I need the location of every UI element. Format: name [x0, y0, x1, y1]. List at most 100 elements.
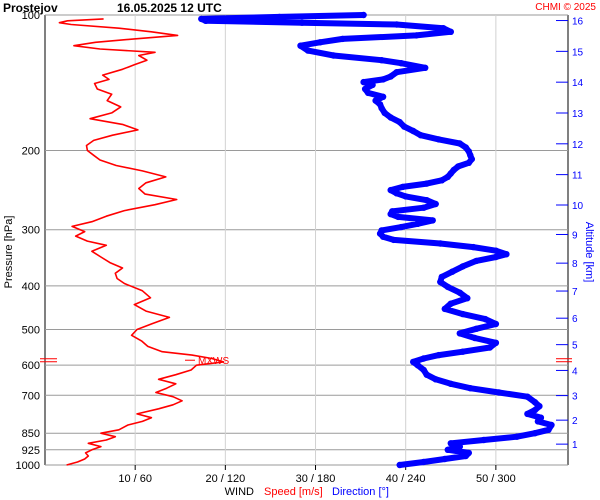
- station-name: Prostejov: [3, 1, 58, 15]
- direction-point: [548, 421, 555, 429]
- direction-point: [413, 32, 420, 39]
- pressure-tick-label: 100: [22, 10, 40, 22]
- pressure-tick-label: 1000: [16, 460, 40, 472]
- direction-point: [393, 69, 400, 76]
- altitude-tick-label: 13: [572, 109, 584, 120]
- speed-legend-label: Speed [m/s]: [264, 486, 323, 498]
- direction-point: [389, 208, 396, 215]
- direction-point: [399, 183, 406, 191]
- direction-point: [444, 446, 451, 453]
- direction-point: [378, 227, 385, 234]
- direction-point: [524, 393, 531, 400]
- x-tick-label: 40 / 240: [386, 473, 426, 485]
- pressure-tick-label: 300: [22, 225, 40, 237]
- direction-point: [398, 223, 405, 231]
- direction-point: [545, 426, 552, 433]
- direction-point: [378, 57, 385, 64]
- altitude-tick-label: 8: [572, 259, 578, 270]
- direction-point: [387, 114, 394, 121]
- direction-point: [459, 263, 466, 270]
- direction-point: [503, 251, 510, 258]
- direction-point: [420, 366, 427, 374]
- direction-point: [198, 15, 205, 23]
- direction-point: [361, 85, 369, 93]
- direction-point: [401, 123, 408, 130]
- direction-point: [456, 140, 463, 147]
- direction-point: [537, 414, 545, 421]
- direction-point: [531, 399, 539, 406]
- direction-point: [435, 136, 442, 143]
- altitude-tick-label: 7: [572, 287, 578, 298]
- direction-point: [531, 406, 539, 414]
- direction-point: [402, 193, 409, 200]
- direction-point: [444, 283, 451, 291]
- x-tick-label: 50 / 300: [476, 473, 516, 485]
- direction-point: [396, 461, 403, 469]
- direction-point: [473, 257, 480, 265]
- pressure-tick-label: 925: [22, 445, 40, 457]
- direction-point: [360, 11, 367, 19]
- direction-point: [376, 101, 384, 108]
- direction-point: [524, 410, 531, 418]
- altitude-tick-label: 3: [572, 392, 578, 403]
- direction-point: [420, 204, 427, 211]
- altitude-tick-label: 12: [572, 140, 584, 151]
- direction-point: [429, 217, 436, 224]
- direction-point: [298, 19, 306, 26]
- direction-point: [276, 13, 283, 21]
- direction-point: [447, 380, 454, 387]
- pressure-tick-label: 700: [22, 390, 40, 402]
- direction-point: [381, 109, 388, 117]
- direction-point: [379, 76, 387, 83]
- direction-point: [441, 305, 448, 313]
- direction-point: [297, 42, 304, 49]
- direction-point: [396, 118, 403, 126]
- direction-point: [492, 247, 500, 254]
- speed-series-line: [58, 18, 225, 466]
- direction-point: [410, 358, 417, 366]
- direction-point: [456, 330, 463, 337]
- direction-point: [456, 289, 463, 296]
- direction-point: [456, 443, 463, 450]
- altitude-tick-label: 11: [572, 171, 583, 182]
- direction-point: [432, 200, 439, 208]
- direction-point: [398, 60, 405, 67]
- altitude-tick-label: 16: [572, 17, 584, 28]
- x-tick-label: 20 / 120: [205, 473, 245, 485]
- direction-point: [420, 355, 427, 362]
- direction-point: [470, 243, 477, 251]
- direction-point: [536, 403, 543, 410]
- direction-point: [447, 300, 454, 307]
- direction-point: [450, 166, 457, 174]
- direction-point: [492, 320, 500, 328]
- x-tick-label: 30 / 180: [296, 473, 336, 485]
- altitude-tick-label: 10: [572, 201, 584, 212]
- altitude-tick-label: 9: [572, 230, 578, 241]
- direction-point: [390, 236, 397, 244]
- direction-point: [531, 430, 539, 437]
- direction-point: [447, 440, 454, 447]
- direction-point: [387, 73, 394, 80]
- altitude-tick-label: 4: [572, 366, 578, 377]
- max-wind-marker: MXWS: [40, 356, 572, 367]
- direction-point: [387, 186, 394, 194]
- pressure-tick-label: 850: [22, 428, 40, 440]
- x-tick-label: 10 / 60: [118, 473, 152, 485]
- altitude-tick-label: 1: [572, 440, 578, 451]
- direction-point: [492, 253, 500, 261]
- direction-point: [420, 458, 427, 466]
- direction-point: [462, 144, 469, 151]
- direction-point: [437, 278, 444, 286]
- direction-point: [438, 177, 445, 184]
- direction-point: [459, 310, 466, 318]
- pressure-axis: 100 200 300 400 500 600 700 850 925 1000: [16, 10, 40, 472]
- direction-point: [467, 385, 474, 392]
- direction-point: [417, 132, 424, 139]
- direction-point: [437, 240, 444, 247]
- pressure-tick-label: 400: [22, 281, 40, 293]
- direction-point: [369, 81, 376, 89]
- direction-point: [395, 213, 402, 221]
- direction-point: [513, 433, 521, 440]
- direction-point: [449, 268, 456, 275]
